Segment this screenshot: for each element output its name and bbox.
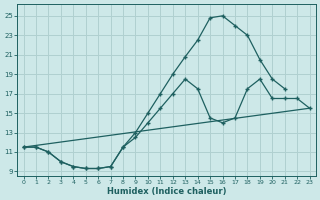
X-axis label: Humidex (Indice chaleur): Humidex (Indice chaleur) <box>107 187 226 196</box>
